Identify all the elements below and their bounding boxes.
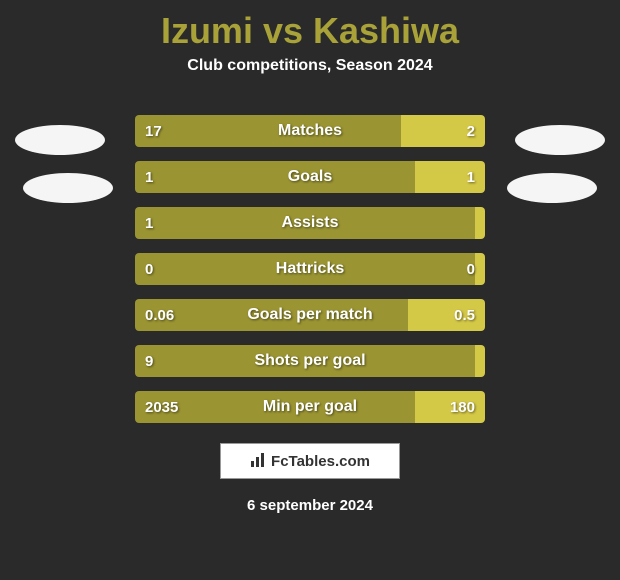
bar-right-value: 0 bbox=[467, 261, 475, 278]
bar-right-segment: 2 bbox=[401, 115, 485, 147]
bar-label: Min per goal bbox=[263, 398, 357, 416]
date-text: 6 september 2024 bbox=[0, 497, 620, 514]
logo-box[interactable]: FcTables.com bbox=[220, 443, 400, 479]
bar-right-value: 0.5 bbox=[454, 307, 475, 324]
bar-row: 1 1 Goals bbox=[135, 161, 485, 193]
bar-label: Shots per goal bbox=[254, 352, 365, 370]
bar-left-value: 17 bbox=[145, 123, 162, 140]
bar-row: 2035 180 Min per goal bbox=[135, 391, 485, 423]
bar-label: Goals per match bbox=[247, 306, 372, 324]
bar-right-segment: 180 bbox=[415, 391, 485, 423]
bar-left-segment: 17 bbox=[135, 115, 401, 147]
bar-left-value: 0.06 bbox=[145, 307, 174, 324]
bar-label: Hattricks bbox=[276, 260, 344, 278]
bars-container: 172Matches11Goals1Assists00Hattricks0.06… bbox=[135, 115, 485, 423]
bar-right-segment bbox=[475, 207, 485, 239]
bar-right-segment bbox=[475, 345, 485, 377]
chart-icon bbox=[250, 453, 266, 470]
bar-left-value: 2035 bbox=[145, 399, 178, 416]
bar-left-value: 1 bbox=[145, 215, 153, 232]
bar-left-value: 1 bbox=[145, 169, 153, 186]
bar-right-segment: 1 bbox=[415, 161, 485, 193]
bar-right-segment: 0.5 bbox=[408, 299, 485, 331]
bar-row: 9 Shots per goal bbox=[135, 345, 485, 377]
bar-right-value: 180 bbox=[450, 399, 475, 416]
header: Izumi vs Kashiwa Club competitions, Seas… bbox=[0, 0, 620, 75]
bar-left-value: 0 bbox=[145, 261, 153, 278]
bar-row: 00Hattricks bbox=[135, 253, 485, 285]
bar-label: Assists bbox=[282, 214, 339, 232]
team-left-oval-1 bbox=[15, 125, 105, 155]
page-title: Izumi vs Kashiwa bbox=[0, 10, 620, 52]
bar-row: 17 2 Matches bbox=[135, 115, 485, 147]
bar-right-value: 2 bbox=[467, 123, 475, 140]
team-left-oval-2 bbox=[23, 173, 113, 203]
team-right-oval-2 bbox=[507, 173, 597, 203]
bar-row: 1 Assists bbox=[135, 207, 485, 239]
page-subtitle: Club competitions, Season 2024 bbox=[0, 57, 620, 75]
team-right-oval-1 bbox=[515, 125, 605, 155]
bar-label: Goals bbox=[288, 168, 332, 186]
bar-left-value: 9 bbox=[145, 353, 153, 370]
bar-right-segment: 0 bbox=[475, 253, 485, 285]
bar-label: Matches bbox=[278, 122, 342, 140]
bar-row: 0.06 0.5 Goals per match bbox=[135, 299, 485, 331]
logo-text: FcTables.com bbox=[271, 453, 370, 470]
bar-right-value: 1 bbox=[467, 169, 475, 186]
comparison-area: 172Matches11Goals1Assists00Hattricks0.06… bbox=[0, 115, 620, 423]
bar-left-segment: 1 bbox=[135, 161, 415, 193]
